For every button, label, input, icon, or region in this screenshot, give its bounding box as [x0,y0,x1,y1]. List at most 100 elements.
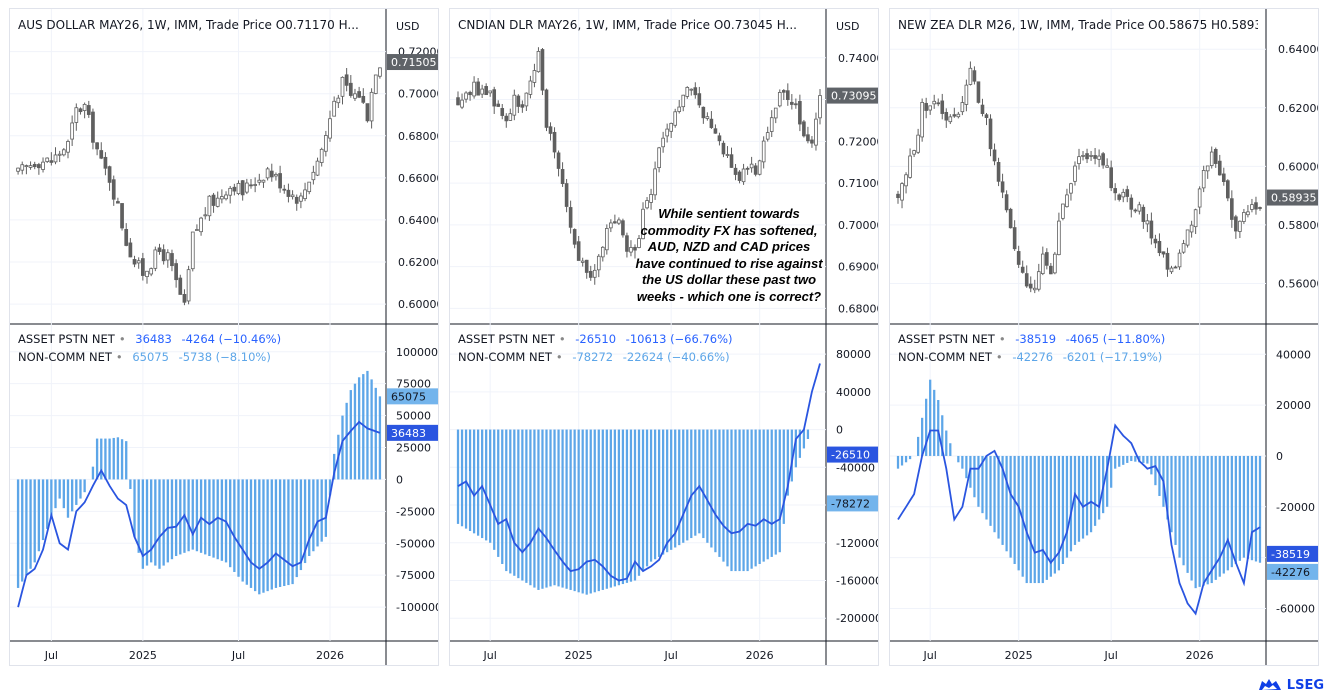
candle-body [814,118,818,146]
candle-body [516,95,521,107]
price-tick-label: 0.60000 [1278,160,1319,173]
legend-noncomm-change: -22624 [622,350,664,364]
noncomm-bar [75,479,78,505]
candle-body [460,99,464,108]
candle-body [1105,165,1109,168]
noncomm-bar [253,479,257,592]
candle-body [1057,220,1061,256]
time-tick-label: Jul [923,649,937,662]
candle-body [741,168,746,183]
chart-title: AUS DOLLAR MAY26, 1W, IMM, Trade Price O… [18,18,359,32]
noncomm-bar [1097,455,1101,520]
noncomm-bar [1238,455,1242,561]
noncomm-bar [766,429,769,560]
noncomm-bar [1009,455,1012,558]
noncomm-bar [589,429,592,594]
candle-body [924,102,928,111]
legend-asset-last: -26510 [575,332,617,346]
candle-body [677,106,682,112]
noncomm-bar [95,438,99,480]
legend-asset-last: 36483 [135,332,172,346]
candle-body [673,111,678,126]
noncomm-bar [649,429,653,562]
noncomm-bar [625,429,629,583]
candle-body [1121,191,1126,198]
noncomm-bar [1073,455,1077,545]
noncomm-bar [1049,455,1052,577]
candle-body [107,166,112,183]
candle-body [592,269,597,278]
legend-asset: ASSET PSTN NET • -38519 -4065 (−11.80%) [898,332,1166,346]
noncomm-bar [245,479,248,585]
candle-body [136,260,141,264]
price-tick-label: 0.69000 [838,261,879,274]
noncomm-bar [505,429,508,572]
candle-body [1045,252,1049,266]
noncomm-bar [150,479,153,563]
candle-body [476,81,480,96]
noncomm-bar [921,417,924,456]
nzd-chart-svg: 0.64000 0.62000 0.60000 0.58000 0.56000 40000… [890,9,1319,665]
legend-noncomm-name: NON-COMM NET [18,350,112,364]
noncomm-bar [521,429,524,581]
lower-tick-label: -20000 [1276,501,1315,514]
noncomm-bar [1053,455,1056,574]
candle-body [1073,165,1077,182]
noncomm-bar [686,429,689,541]
noncomm-bar [734,429,737,572]
price-tick-label: 0.74000 [838,52,879,65]
noncomm-bar [16,479,20,588]
candle-body [1089,155,1093,157]
candle-body [1205,165,1210,172]
candle-body [378,67,382,77]
legend-asset-name: ASSET PSTN NET [898,332,995,346]
candle-body [365,103,370,122]
candle-body [629,247,633,253]
candle-body [940,100,945,114]
noncomm-bar [678,429,681,546]
noncomm-bar [229,479,232,568]
noncomm-bar [1118,455,1121,467]
noncomm-bar [320,479,323,542]
candle-body [215,197,220,207]
noncomm-bar [545,429,548,588]
price-tick-label: 0.68000 [398,130,439,143]
legend-noncomm: NON-COMM NET • -78272 -22624 (−40.66%) [458,350,730,364]
noncomm-bar [613,429,616,587]
noncomm-bar [1254,455,1258,562]
noncomm-bar [702,429,705,539]
noncomm-bar [513,429,516,576]
noncomm-bar [233,479,236,572]
noncomm-bar [125,441,128,480]
noncomm-bar [806,429,810,439]
candle-body [753,165,758,175]
noncomm-bar [908,455,912,460]
noncomm-bar [929,379,932,456]
noncomm-bar [278,479,282,587]
noncomm-bar [726,429,729,567]
candle-body [790,101,794,105]
lower-tick-label: -40000 [836,461,875,474]
candle-body [1137,204,1142,212]
lower-tick-label: 0 [396,473,403,486]
noncomm-bar [29,479,32,569]
noncomm-bar [1218,455,1221,577]
candle-body [261,179,266,183]
noncomm-bar [493,429,496,550]
lower-tick-label: 75000 [396,378,431,391]
price-tick-label: 0.70000 [838,219,879,232]
candle-body [228,187,233,196]
candle-body [972,70,977,82]
lower-tick-label: 80000 [836,348,871,361]
candle-body [564,183,569,207]
noncomm-bar [179,479,182,555]
noncomm-bar [637,429,641,576]
candle-body [532,70,537,83]
legend-asset-change: -4264 [181,332,215,346]
asset-last-tag [1267,545,1318,562]
noncomm-bar [191,479,194,550]
candle-body [319,148,324,163]
candle-body [1173,266,1178,269]
noncomm-bar [54,479,57,509]
noncomm-bar [706,429,709,543]
